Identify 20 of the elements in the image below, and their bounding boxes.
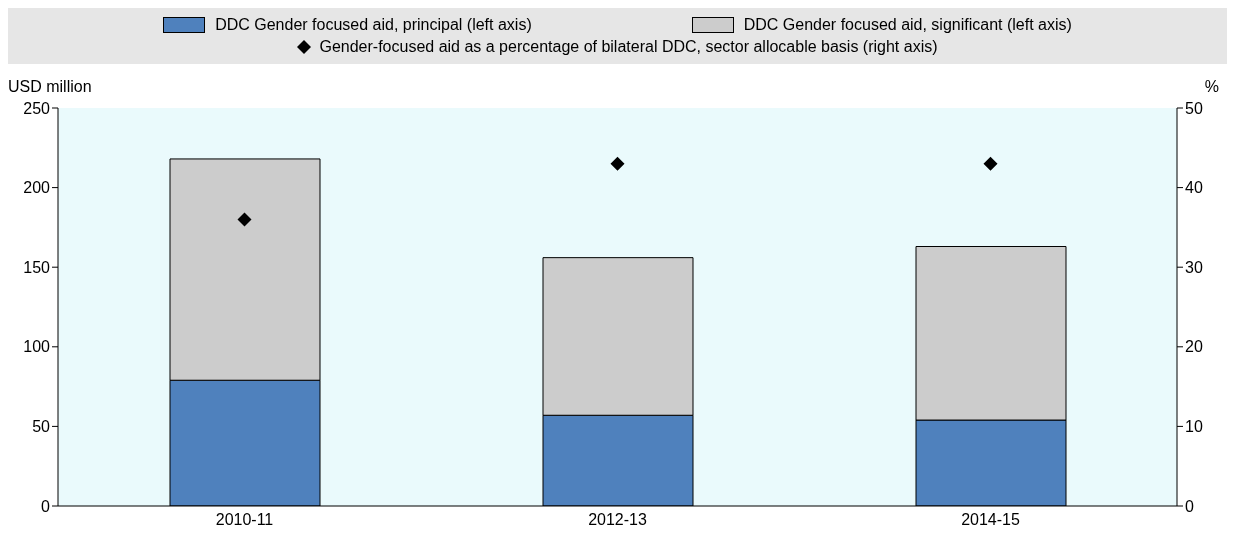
legend-label: DDC Gender focused aid, principal (left axis) [215,16,532,34]
y-tick-label: 100 [23,338,51,356]
y2-tick-label: 30 [1185,258,1203,276]
y2-tick-label: 40 [1185,179,1203,197]
x-tick-label: 2012-13 [588,511,647,529]
y2-tick-label: 20 [1185,338,1203,356]
y2-tick-label: 10 [1185,418,1203,436]
y2-tick-label: 0 [1185,497,1194,515]
y-axis-title: USD million [8,78,92,96]
legend-label: DDC Gender focused aid, significant (left axis) [743,16,1072,34]
y-tick-label: 0 [41,497,51,515]
y-tick-label: 200 [23,179,51,197]
y-tick-label: 250 [23,99,51,117]
y2-axis-title: % [1204,78,1219,96]
x-tick-label: 2010-11 [215,511,274,529]
y-tick-label: 150 [23,258,51,276]
x-tick-label: 2014-15 [961,511,1020,529]
y2-tick-label: 50 [1185,99,1203,117]
legend-label: Gender-focused aid as a percentage of bilateral DDC, sector allocable basis (right axis) [319,38,938,56]
y-tick-label: 50 [32,418,51,436]
